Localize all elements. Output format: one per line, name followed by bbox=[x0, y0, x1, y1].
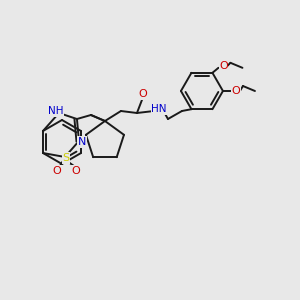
Text: NH: NH bbox=[48, 106, 64, 116]
Text: O: O bbox=[72, 166, 80, 176]
Text: N: N bbox=[78, 137, 86, 147]
Text: O: O bbox=[139, 89, 147, 99]
Text: HN: HN bbox=[151, 104, 167, 114]
Text: O: O bbox=[52, 166, 61, 176]
Text: O: O bbox=[232, 86, 240, 96]
Text: O: O bbox=[219, 61, 228, 71]
Text: S: S bbox=[62, 153, 70, 163]
